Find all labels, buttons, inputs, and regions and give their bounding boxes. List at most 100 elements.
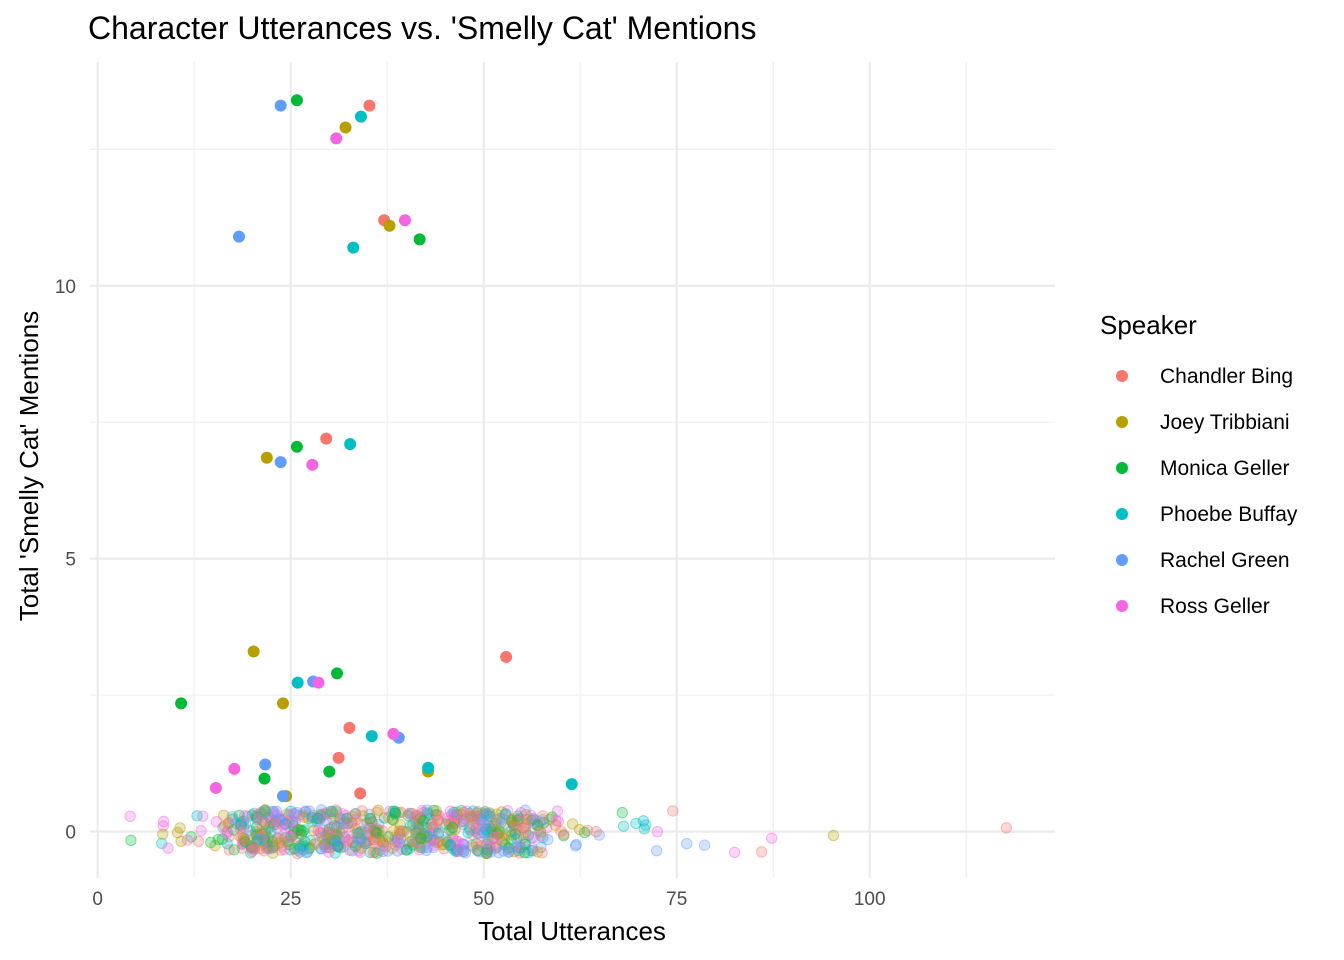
background-point <box>217 821 229 834</box>
background-point <box>446 843 459 855</box>
background-point <box>252 828 264 841</box>
background-point <box>413 818 425 830</box>
background-point <box>402 810 414 822</box>
background-point <box>512 830 525 842</box>
background-point <box>506 814 518 826</box>
data-point <box>290 94 303 107</box>
background-point <box>484 822 497 834</box>
background-point <box>377 845 389 858</box>
background-point <box>650 845 663 857</box>
background-point <box>525 844 537 857</box>
background-point <box>303 842 315 855</box>
background-point <box>267 841 279 854</box>
background-point <box>337 822 349 834</box>
background-point <box>430 809 442 821</box>
background-point <box>326 808 339 820</box>
background-point <box>493 824 505 836</box>
background-point <box>285 830 297 842</box>
background-point <box>681 837 693 850</box>
data-point <box>323 765 336 778</box>
background-point <box>386 813 399 826</box>
background-point <box>345 816 358 829</box>
background-point <box>532 819 544 832</box>
background-point <box>470 838 483 850</box>
background-point <box>319 842 332 854</box>
background-point <box>378 812 391 824</box>
background-point <box>255 806 267 819</box>
background-point <box>355 842 367 854</box>
background-point <box>237 815 250 828</box>
background-point <box>498 817 511 829</box>
background-point <box>448 811 460 824</box>
background-point <box>440 834 453 846</box>
background-point <box>459 847 472 859</box>
background-point <box>491 840 503 852</box>
background-point <box>355 835 367 848</box>
background-point <box>377 836 389 849</box>
background-point <box>412 826 424 839</box>
background-point <box>449 835 462 847</box>
background-point <box>507 818 520 831</box>
background-point <box>249 841 261 854</box>
y-tick-label: 5 <box>65 550 76 571</box>
data-point <box>347 241 360 254</box>
background-point <box>278 843 290 856</box>
background-point <box>371 824 383 837</box>
background-point <box>542 833 554 846</box>
background-point <box>254 808 266 820</box>
background-point <box>237 837 250 850</box>
background-point <box>425 833 438 846</box>
background-point <box>397 825 410 837</box>
background-point <box>485 820 498 832</box>
background-point <box>292 844 304 856</box>
background-point <box>342 817 354 830</box>
background-point <box>446 808 458 821</box>
background-point <box>259 837 272 850</box>
background-point <box>409 823 421 836</box>
background-point <box>343 834 355 847</box>
background-point <box>291 806 303 819</box>
background-point <box>480 808 493 820</box>
background-point <box>283 809 295 821</box>
background-point <box>320 829 333 841</box>
background-point <box>364 846 376 859</box>
legend-swatch <box>1116 554 1128 566</box>
background-point <box>326 837 338 850</box>
background-point <box>244 847 257 859</box>
background-point <box>268 807 280 820</box>
background-point <box>459 813 471 825</box>
background-point <box>251 811 263 824</box>
background-point <box>335 818 348 830</box>
background-point <box>355 832 367 845</box>
background-point <box>329 839 342 851</box>
background-point <box>394 819 406 831</box>
x-axis-ticks: 0 25 50 75 100 <box>92 889 885 910</box>
background-point <box>526 832 538 844</box>
background-point <box>431 836 443 849</box>
background-point <box>505 815 518 827</box>
background-point <box>326 828 338 840</box>
background-point <box>429 820 441 832</box>
background-point <box>466 828 479 841</box>
background-point <box>353 835 365 847</box>
background-point <box>279 822 291 835</box>
background-point <box>391 836 403 848</box>
background-point <box>494 830 506 843</box>
background-point <box>235 819 247 831</box>
background-point <box>316 831 328 844</box>
x-tick-label: 50 <box>473 889 494 910</box>
background-point <box>392 845 404 857</box>
background-point <box>310 837 322 849</box>
background-point <box>268 819 280 831</box>
background-point <box>282 815 295 828</box>
background-point <box>244 824 256 837</box>
background-point <box>272 814 284 827</box>
background-point <box>125 834 137 847</box>
background-point <box>513 813 526 825</box>
background-point <box>463 807 476 820</box>
background-point <box>418 828 430 840</box>
background-point <box>452 835 464 848</box>
background-point <box>389 807 401 819</box>
background-point <box>499 808 512 820</box>
